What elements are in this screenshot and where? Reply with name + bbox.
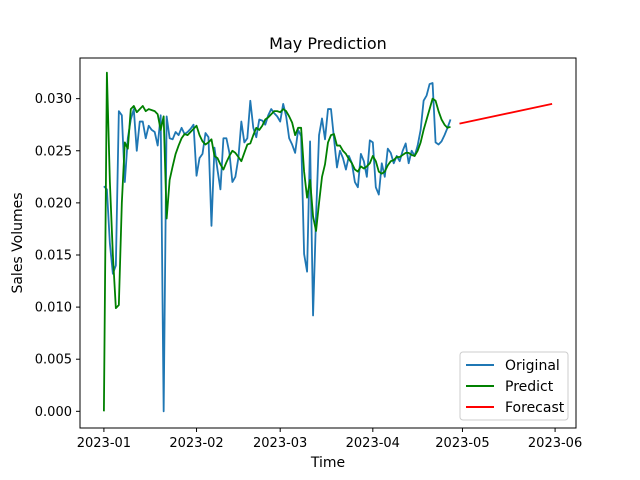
y-tick-label: 0.015	[35, 248, 72, 263]
legend-items: Original Predict Forecast	[466, 358, 565, 416]
legend-label-forecast: Forecast	[505, 400, 565, 416]
x-tick-label: 2023-01	[77, 436, 131, 451]
legend-box	[459, 351, 569, 421]
y-tick-label: 0.010	[35, 301, 72, 316]
x-tick-label: 2023-06	[528, 436, 582, 451]
series-line-forecast	[459, 102, 553, 125]
legend-label-original: Original	[505, 358, 560, 374]
y-tick-label: 0.000	[35, 405, 72, 420]
x-tick-label: 2023-04	[346, 436, 400, 451]
x-tick-label: 2023-03	[253, 436, 307, 451]
plot-frame	[79, 57, 577, 429]
x-tick-label: 2023-02	[169, 436, 223, 451]
x-axis: 2023-01 2023-02 2023-03 2023-04 2023-05 2023-…	[77, 428, 582, 451]
y-axis-label: Sales Volumes	[10, 192, 26, 293]
x-axis-label: Time	[310, 455, 345, 471]
y-tick-label: 0.005	[35, 353, 72, 368]
y-axis: 0.000 0.005 0.010 0.015 0.020 0.025 0.030	[35, 92, 80, 420]
series-line-predict	[103, 71, 451, 412]
legend: Original Predict Forecast	[459, 351, 569, 421]
chart-title: May Prediction	[269, 34, 387, 53]
series-layer	[103, 71, 553, 413]
legend-label-predict: Predict	[505, 379, 554, 395]
y-tick-label: 0.020	[35, 196, 72, 211]
y-tick-label: 0.025	[35, 144, 72, 159]
y-tick-label: 0.030	[35, 92, 72, 107]
x-tick-label: 2023-05	[435, 436, 489, 451]
